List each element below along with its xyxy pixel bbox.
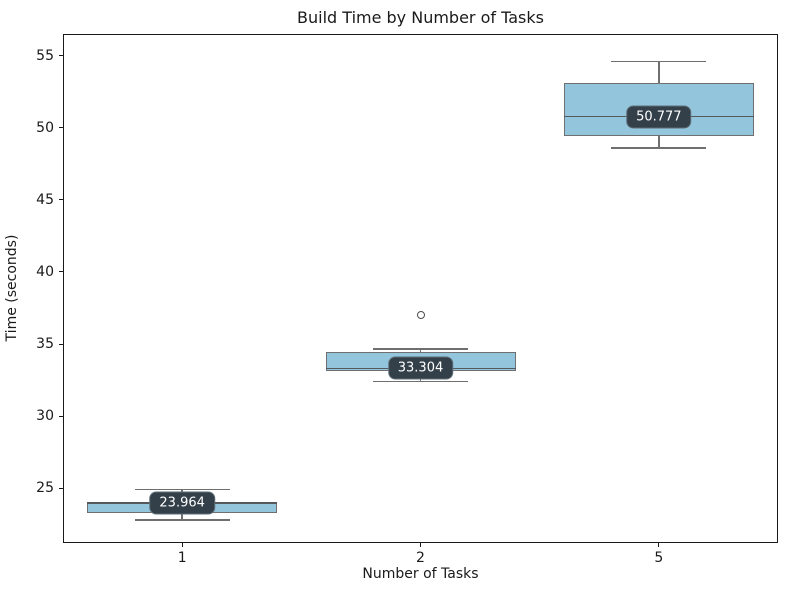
x-tick-label: 5 [654, 550, 664, 566]
whisker-upper-cap [611, 60, 707, 63]
y-tick-mark [59, 415, 63, 417]
y-tick-label: 35 [36, 336, 54, 352]
median-value-label: 33.304 [387, 356, 454, 380]
whisker-upper-cap [134, 488, 230, 491]
whisker-upper-stem [658, 61, 660, 84]
whisker-lower-stem [658, 135, 660, 148]
whisker-lower-cap [611, 147, 707, 149]
x-tick-mark [658, 543, 660, 547]
y-tick-label: 30 [36, 408, 54, 425]
outlier-point [416, 311, 425, 320]
whisker-upper-cap [373, 348, 468, 350]
whisker-upper-stem [419, 349, 422, 352]
y-tick-label: 25 [36, 480, 54, 497]
x-tick-label: 1 [177, 550, 187, 566]
chart-title: Build Time by Number of Tasks [297, 8, 544, 27]
y-tick-label: 40 [36, 263, 54, 280]
whisker-lower-cap [134, 519, 230, 521]
median-value-label: 23.964 [149, 491, 215, 515]
whisker-lower-cap [373, 380, 468, 383]
x-tick-mark [420, 543, 421, 547]
y-tick-mark [59, 487, 63, 489]
x-tick-mark [181, 543, 183, 547]
x-axis-label: Number of Tasks [362, 566, 479, 582]
y-tick-label: 45 [36, 191, 54, 208]
y-tick-label: 55 [36, 47, 54, 64]
y-tick-mark [59, 199, 63, 201]
y-tick-mark [59, 55, 63, 57]
x-tick-label: 2 [416, 550, 425, 566]
y-tick-mark [59, 271, 63, 273]
median-value-label: 50.777 [626, 105, 692, 129]
whisker-lower-stem [181, 512, 183, 520]
y-tick-mark [59, 343, 63, 345]
y-tick-mark [59, 127, 63, 129]
y-tick-label: 50 [36, 119, 54, 136]
